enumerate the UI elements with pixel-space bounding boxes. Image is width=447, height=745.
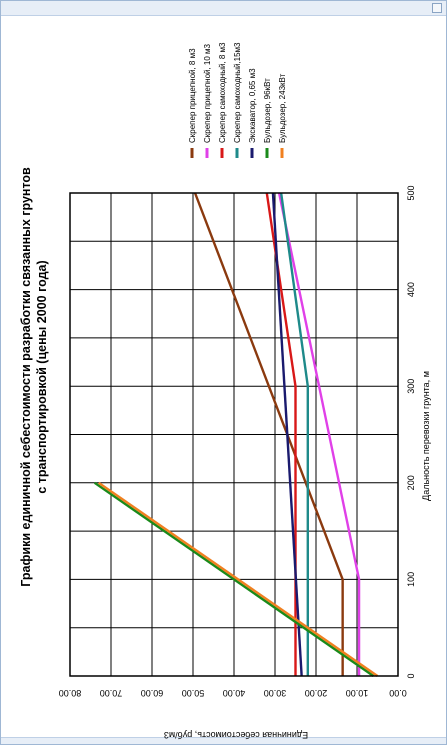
chart-title-line-2: с транспортировкой (цены 2000 года) [35, 260, 49, 493]
y-axis-label: Единичная себестоимость, руб/м3 [164, 730, 308, 740]
legend-label-5: Экскаватор, 0,65 м3 [248, 68, 257, 143]
grid-lines [70, 193, 398, 676]
y-tick-label: 60.00 [141, 688, 164, 698]
x-tick-label: 200 [406, 475, 416, 490]
series-line-2 [277, 192, 361, 676]
x-tick-label: 100 [406, 572, 416, 587]
series-line-4 [279, 192, 309, 676]
legend: Скрепер прицепной, 8 м3 Скрепер прицепной… [188, 42, 287, 158]
y-tick-labels: 0.00 10.00 20.00 30.00 40.00 50.00 60.00 70.00 8… [59, 688, 407, 698]
x-tick-label: 300 [406, 379, 416, 394]
plot-frame [69, 192, 399, 677]
y-tick-label: 70.00 [100, 688, 123, 698]
chart-title-line-1: Графики единичной себестоимости разработ… [19, 167, 33, 587]
y-tick-label: 0.00 [389, 688, 407, 698]
y-tick-label: 20.00 [305, 688, 328, 698]
series-line-7 [98, 481, 379, 677]
x-tick-label: 400 [406, 282, 416, 297]
legend-label-6: Бульдозер, 96кВт [263, 78, 272, 143]
legend-label-2: Скрепер прицепной, 10 м3 [203, 43, 212, 143]
y-tick-label: 30.00 [264, 688, 287, 698]
series-lines [93, 192, 379, 677]
window-top-bar [1, 1, 446, 16]
y-tick-label: 80.00 [59, 688, 82, 698]
x-axis-label: Дальность перевозки грунта, м [421, 371, 431, 501]
window-corner-icon [432, 3, 442, 13]
x-tick-labels: 0 100 200 300 400 500 [406, 185, 416, 678]
legend-label-1: Скрепер прицепной, 8 м3 [188, 48, 197, 143]
y-tick-label: 10.00 [346, 688, 369, 698]
legend-label-3: Скрепер самоходный, 8 м3 [218, 42, 227, 143]
y-tick-label: 50.00 [182, 688, 205, 698]
x-tick-label: 500 [406, 185, 416, 200]
window-bottom-bar [1, 737, 446, 744]
legend-label-7: Бульдозер, 243кВт [278, 73, 287, 143]
legend-label-4: Скрепер самоходный,15м3 [233, 42, 242, 143]
y-tick-label: 40.00 [223, 688, 246, 698]
series-line-6 [93, 481, 375, 677]
series-line-1 [193, 192, 344, 676]
x-tick-label: 0 [406, 673, 416, 678]
series-line-5 [271, 192, 303, 677]
